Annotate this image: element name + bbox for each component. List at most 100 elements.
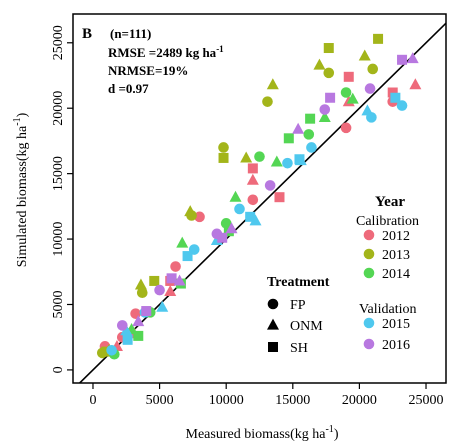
data-point bbox=[313, 58, 326, 70]
data-point bbox=[247, 194, 259, 206]
data-point bbox=[134, 278, 147, 290]
data-point bbox=[218, 142, 229, 153]
data-point bbox=[340, 122, 352, 134]
legend-year-marker bbox=[363, 267, 375, 279]
data-point bbox=[164, 285, 177, 297]
x-axis-title: Measured biomass(kg ha-1) bbox=[186, 424, 339, 442]
legend-year-marker bbox=[363, 338, 375, 350]
legend-year-label: 2015 bbox=[382, 317, 410, 332]
legend-calibration-title: Calibration bbox=[356, 214, 419, 229]
data-point bbox=[154, 284, 165, 296]
legend-treatment-marker bbox=[268, 342, 278, 352]
data-point bbox=[116, 320, 128, 331]
x-tick-label: 25000 bbox=[409, 393, 444, 408]
data-point bbox=[245, 211, 256, 222]
stats-n: (n=111) bbox=[110, 26, 151, 41]
data-point bbox=[264, 180, 276, 191]
data-point bbox=[397, 54, 408, 65]
legend-year-label: 2014 bbox=[382, 267, 410, 282]
x-tick-label: 10000 bbox=[209, 393, 244, 408]
y-tick-label: 25000 bbox=[51, 25, 66, 60]
data-point bbox=[229, 190, 242, 202]
data-point bbox=[170, 261, 181, 272]
data-point bbox=[262, 96, 273, 107]
data-point bbox=[390, 92, 401, 103]
data-point bbox=[270, 155, 283, 167]
data-point bbox=[292, 122, 305, 134]
axes: 0 5000 10000 15000 20000 25000 0 5000 10000 15000… bbox=[51, 13, 447, 408]
data-point bbox=[141, 306, 152, 317]
stats-d: d =0.97 bbox=[108, 81, 149, 96]
data-point bbox=[305, 113, 316, 124]
legend: Year Calibration Validation Treatment 20… bbox=[267, 194, 419, 356]
data-point bbox=[132, 315, 145, 327]
legend-treatment-label: ONM bbox=[290, 319, 323, 334]
plot-frame bbox=[72, 13, 447, 384]
data-point bbox=[133, 330, 144, 341]
data-point bbox=[254, 151, 265, 162]
data-point bbox=[247, 163, 258, 174]
data-point bbox=[156, 300, 169, 312]
stats-nrmse: NRMSE=19% bbox=[108, 63, 188, 78]
y-axis-title: Simulated biomass(kg ha-1) bbox=[12, 112, 30, 267]
legend-year-label: 2013 bbox=[382, 248, 410, 263]
data-point bbox=[249, 214, 262, 226]
stats-rmse: RMSE =2489 kg ha-1 bbox=[108, 44, 224, 60]
data-point bbox=[294, 154, 305, 165]
panel-label: B bbox=[82, 26, 92, 42]
data-point bbox=[122, 334, 133, 345]
data-point bbox=[318, 110, 331, 122]
x-tick-label: 20000 bbox=[342, 393, 377, 408]
data-point bbox=[282, 157, 293, 169]
legend-year-title: Year bbox=[375, 194, 405, 210]
y-tick-label: 15000 bbox=[51, 156, 66, 191]
data-point bbox=[220, 218, 232, 229]
legend-year-marker bbox=[363, 317, 375, 329]
data-point bbox=[266, 78, 279, 90]
data-point bbox=[283, 133, 294, 144]
data-point bbox=[194, 211, 205, 223]
legend-year-label: 2012 bbox=[382, 229, 410, 244]
data-point bbox=[176, 236, 189, 248]
data-point bbox=[340, 87, 352, 98]
x-tick-label: 5000 bbox=[146, 393, 174, 408]
legend-validation-title: Validation bbox=[359, 302, 417, 317]
data-point bbox=[346, 92, 359, 104]
data-point bbox=[361, 104, 374, 116]
data-point bbox=[218, 152, 229, 163]
data-point bbox=[387, 87, 398, 98]
stats-box: (n=111) RMSE =2489 kg ha-1 NRMSE=19% d =… bbox=[108, 26, 224, 96]
data-point bbox=[323, 43, 334, 54]
y-tick-label: 10000 bbox=[51, 222, 66, 257]
data-point bbox=[343, 71, 354, 82]
legend-treatment-marker bbox=[267, 318, 279, 330]
y-tick-label: 0 bbox=[51, 366, 66, 373]
y-tick-label: 5000 bbox=[51, 290, 66, 318]
data-point bbox=[101, 346, 112, 357]
data-point bbox=[240, 151, 253, 163]
data-point bbox=[396, 100, 408, 111]
data-point bbox=[409, 78, 422, 90]
data-point bbox=[306, 142, 317, 153]
x-tick-label: 15000 bbox=[275, 393, 310, 408]
data-point bbox=[319, 104, 331, 115]
data-point bbox=[106, 344, 117, 356]
data-point bbox=[149, 275, 160, 286]
legend-year-marker bbox=[363, 248, 375, 260]
legend-treatment-label: SH bbox=[290, 341, 308, 356]
data-point bbox=[225, 222, 238, 234]
data-point bbox=[246, 173, 259, 185]
legend-year-label: 2016 bbox=[382, 338, 410, 353]
data-point bbox=[184, 205, 197, 217]
data-point bbox=[406, 52, 419, 64]
data-point bbox=[182, 251, 193, 262]
data-point bbox=[358, 49, 371, 61]
data-point bbox=[120, 324, 133, 336]
data-points bbox=[79, 22, 447, 384]
data-point bbox=[234, 203, 245, 215]
legend-year-marker bbox=[363, 229, 375, 241]
x-tick-label: 0 bbox=[89, 393, 96, 408]
data-point bbox=[364, 83, 376, 94]
data-point bbox=[303, 129, 315, 140]
data-point bbox=[217, 232, 228, 243]
